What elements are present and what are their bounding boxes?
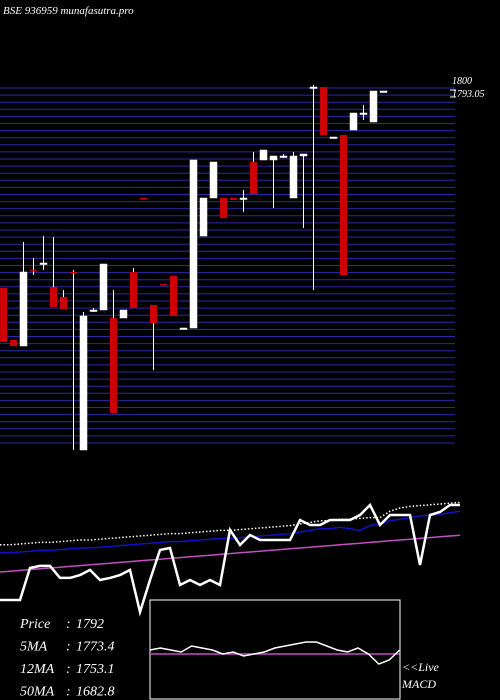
candle-body [239,197,248,200]
stat-label: 50MA [20,685,55,700]
candle-body [349,112,358,131]
stat-colon: : [66,662,71,677]
candle-body [230,198,237,200]
candle-body [379,90,388,93]
candle-body [320,87,327,135]
stat-value: 1753.1 [76,662,115,677]
stat-colon: : [66,640,71,655]
y-tick-label: 1793.05 [452,89,485,100]
series-line [0,501,461,546]
macd-title: MACD [401,677,436,691]
candle-body [220,198,227,218]
candle-body [179,327,188,330]
candle-body [279,155,288,158]
stat-label: 12MA [20,662,55,677]
candle-body [150,305,157,323]
candle-body [209,161,218,199]
candle-body [39,262,48,265]
candle-body [10,340,17,346]
candle-body [0,288,7,342]
candle-body [130,272,137,308]
candle-body [329,136,338,139]
candle-body [170,276,177,316]
stat-label: 5MA [20,640,48,655]
candle-body [99,263,108,311]
stat-colon: : [66,617,71,632]
candle-body [50,287,57,307]
candle-body [119,309,128,319]
candle-body [309,86,318,89]
series-line [149,641,401,665]
candle-body [359,112,368,115]
candle-body [299,153,308,157]
candle-body [60,297,67,309]
candle-body [30,270,37,272]
stat-value: 1773.4 [76,640,115,655]
stat-label: Price [19,617,50,632]
candle-body [250,162,257,194]
series-line [0,534,461,573]
stat-value: 1682.8 [76,685,115,700]
candle-body [89,309,98,312]
chart-title: BSE 936959 munafasutra.pro [3,5,134,17]
candle-body [340,135,347,275]
candle-body [189,159,198,329]
candle-body [259,149,268,161]
candle-body [19,271,28,347]
macd-label: <<Live [402,660,440,674]
candle-body [160,284,167,286]
candle-body [140,198,147,200]
stat-colon: : [66,685,71,700]
candle-body [79,315,88,451]
series-line [0,502,460,617]
candle-body [110,318,117,413]
stat-value: 1792 [76,617,104,632]
y-tick-label: 1800 [452,76,472,87]
candle-body [269,155,278,161]
candle-body [289,155,298,199]
candle-body [369,90,378,123]
candle-body [199,197,208,237]
candle-body [70,272,77,274]
